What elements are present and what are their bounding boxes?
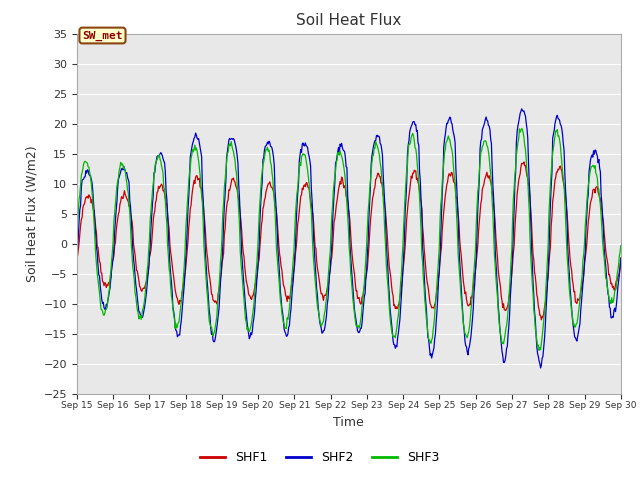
SHF3 [617,243,625,249]
Title: Soil Heat Flux: Soil Heat Flux [296,13,401,28]
Line: SHF1: SHF1 [77,162,621,320]
SHF3 [415,181,422,187]
SHF2 [518,106,525,112]
SHF3 [535,348,543,353]
Line: SHF2: SHF2 [77,109,621,368]
SHF1 [223,204,230,210]
X-axis label: Time: Time [333,416,364,429]
SHF1 [83,194,90,200]
SHF3 [83,160,90,166]
SHF1 [538,317,545,323]
SHF2 [617,256,625,262]
SHF2 [73,257,81,263]
Legend: SHF1, SHF2, SHF3: SHF1, SHF2, SHF3 [195,446,445,469]
SHF2 [415,142,422,148]
SHF1 [431,301,438,307]
SHF3 [194,153,202,159]
SHF2 [194,136,202,142]
SHF1 [73,254,81,260]
SHF3 [431,312,438,318]
SHF1 [415,182,422,188]
SHF1 [194,177,202,183]
SHF2 [223,154,230,160]
Text: SW_met: SW_met [83,30,123,41]
SHF3 [518,126,525,132]
SHF3 [139,307,147,312]
SHF3 [223,159,230,165]
Y-axis label: Soil Heat Flux (W/m2): Soil Heat Flux (W/m2) [25,145,38,282]
SHF3 [73,246,81,252]
SHF1 [617,255,625,261]
SHF1 [139,286,147,292]
Line: SHF3: SHF3 [77,129,621,350]
SHF2 [537,365,545,371]
SHF2 [139,314,147,320]
SHF2 [431,336,438,342]
SHF1 [520,159,528,165]
SHF2 [83,170,90,176]
